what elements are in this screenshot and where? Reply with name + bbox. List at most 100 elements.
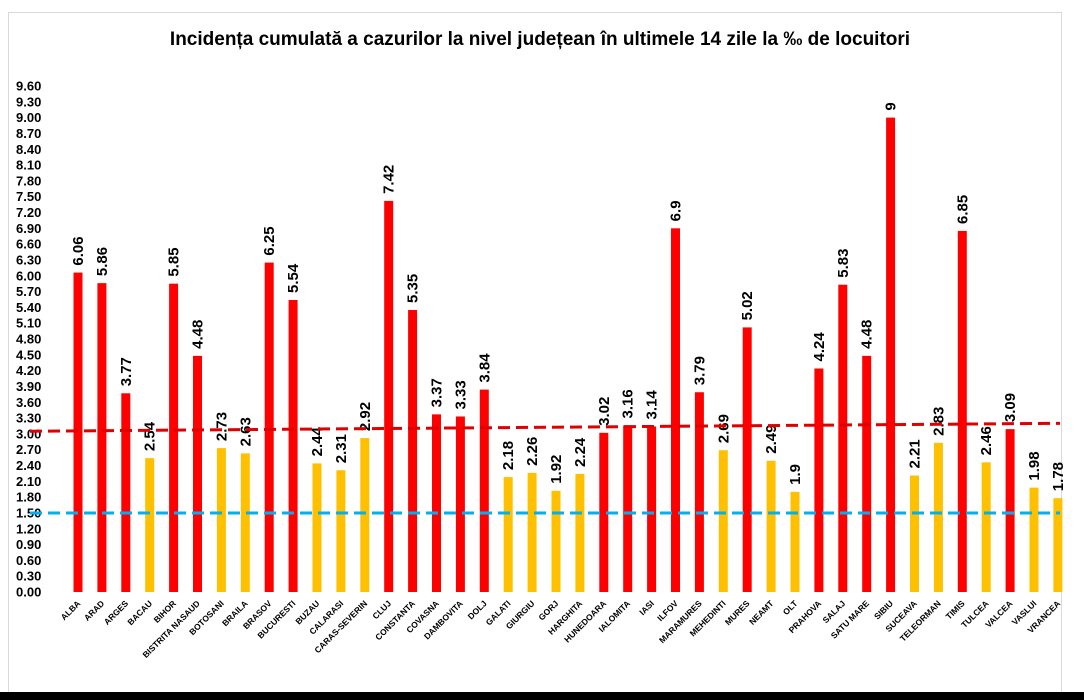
y-tick-label: 3.60 [16, 395, 41, 410]
x-tick-label: BACAU [125, 598, 154, 627]
y-tick-label: 5.10 [16, 316, 41, 331]
x-tick-label: ARGES [102, 598, 131, 627]
data-label: 2.31 [333, 434, 350, 463]
data-label: 4.48 [190, 320, 207, 349]
bar-buzau [312, 463, 322, 592]
data-label: 7.42 [381, 165, 398, 194]
data-label: 3.77 [118, 357, 135, 386]
bar-tulcea [981, 462, 991, 592]
y-tick-label: 2.70 [16, 442, 41, 457]
y-tick-label: 0.60 [16, 553, 41, 568]
y-tick-label: 7.80 [16, 173, 41, 188]
data-label: 6.06 [70, 236, 87, 265]
data-label: 6.85 [954, 195, 971, 224]
y-tick-label: 6.60 [16, 237, 41, 252]
bar-ilfov [671, 228, 680, 592]
bar-hunedoara [599, 432, 609, 592]
y-tick-label: 2.10 [16, 474, 41, 489]
bar-teleorman [933, 442, 943, 592]
bar-dambovita [455, 416, 465, 592]
bar-iasi [647, 426, 657, 592]
data-label: 4.48 [859, 320, 876, 349]
y-tick-label: 4.80 [16, 332, 41, 347]
bar-bihor [169, 283, 179, 592]
bar-vrancea [1053, 498, 1063, 592]
y-tick-label: 6.00 [16, 268, 41, 283]
bar-bucuresti [288, 299, 298, 592]
data-label: 5.54 [285, 263, 302, 293]
x-tick-label: MURES [723, 598, 752, 627]
data-labels: 6.06 5.86 3.77 2.54 5.85 4.48 2.73 2.63 6.25 5.54… [70, 102, 1067, 491]
x-tick-label: IASI [637, 598, 656, 617]
y-axis-ticks: 0.000.300.600.901.201.501.802.102.402.70… [16, 79, 41, 600]
x-tick-label: OLT [781, 598, 800, 617]
bar-neamt [766, 460, 776, 592]
y-tick-label: 9.60 [16, 79, 41, 94]
bar-vaslui [1029, 487, 1039, 592]
data-label: 2.18 [500, 441, 517, 470]
bar-braila [240, 453, 250, 592]
data-label: 3.33 [452, 380, 469, 409]
data-label: 6.25 [261, 226, 278, 255]
bar-caras-severin [360, 438, 370, 592]
data-label: 2.63 [237, 417, 254, 446]
bar-galati [503, 477, 513, 592]
bar-timis [957, 230, 967, 592]
y-tick-label: 3.90 [16, 379, 41, 394]
data-label: 2.54 [142, 421, 159, 451]
data-label: 3.79 [691, 356, 708, 385]
data-label: 3.09 [1002, 393, 1019, 422]
data-label: 1.98 [1026, 451, 1043, 480]
y-tick-label: 3.30 [16, 411, 41, 426]
y-tick-label: 5.70 [16, 284, 41, 299]
y-tick-label: 5.40 [16, 300, 41, 315]
bar-constanta [408, 310, 418, 592]
data-label: 6.9 [668, 200, 685, 221]
data-label: 2.49 [763, 425, 780, 454]
data-label: 9 [883, 102, 900, 110]
data-label: 5.83 [835, 249, 852, 278]
data-label: 2.83 [930, 407, 947, 436]
y-tick-label: 7.50 [16, 189, 41, 204]
y-tick-label: 1.80 [16, 490, 41, 505]
y-tick-label: 9.30 [16, 94, 41, 109]
data-label: 3.84 [476, 353, 493, 383]
bar-bacau [145, 458, 155, 592]
bar-calarasi [336, 470, 346, 592]
bar-brasov [264, 262, 274, 592]
data-label: 2.44 [309, 427, 326, 457]
data-label: 5.35 [405, 274, 422, 303]
data-label: 5.86 [94, 247, 111, 276]
y-tick-label: 6.90 [16, 221, 41, 236]
y-tick-label: 8.70 [16, 126, 41, 141]
bar-sibiu [886, 117, 896, 592]
bar-arges [121, 393, 131, 592]
y-tick-label: 8.10 [16, 158, 41, 173]
y-tick-label: 6.30 [16, 252, 41, 267]
data-label: 4.24 [811, 332, 828, 362]
reference-lines [29, 421, 1061, 515]
x-tick-label: ALBA [59, 598, 83, 622]
bar-covasna [432, 414, 441, 592]
data-label: 3.16 [620, 389, 637, 418]
data-label: 1.92 [548, 455, 565, 484]
data-label: 5.85 [166, 247, 183, 276]
data-label: 2.26 [524, 437, 541, 466]
data-label: 5.02 [739, 291, 756, 320]
bar-gorj [551, 490, 561, 592]
bar-botosani [216, 448, 226, 592]
bars [73, 117, 1063, 592]
data-label: 1.9 [787, 464, 804, 485]
bar-harghita [575, 473, 585, 592]
y-tick-label: 8.40 [16, 142, 41, 157]
bar-olt [790, 491, 800, 592]
y-tick-label: 1.50 [16, 505, 41, 520]
x-tick-label: NEAMT [747, 598, 776, 627]
data-label: 2.73 [213, 412, 230, 441]
bar-dolj [479, 389, 489, 592]
y-tick-label: 0.90 [16, 537, 41, 552]
bottom-border-band [0, 692, 1084, 700]
data-label: 2.92 [357, 402, 374, 431]
bar-giurgiu [527, 472, 537, 592]
y-tick-label: 0.30 [16, 569, 41, 584]
